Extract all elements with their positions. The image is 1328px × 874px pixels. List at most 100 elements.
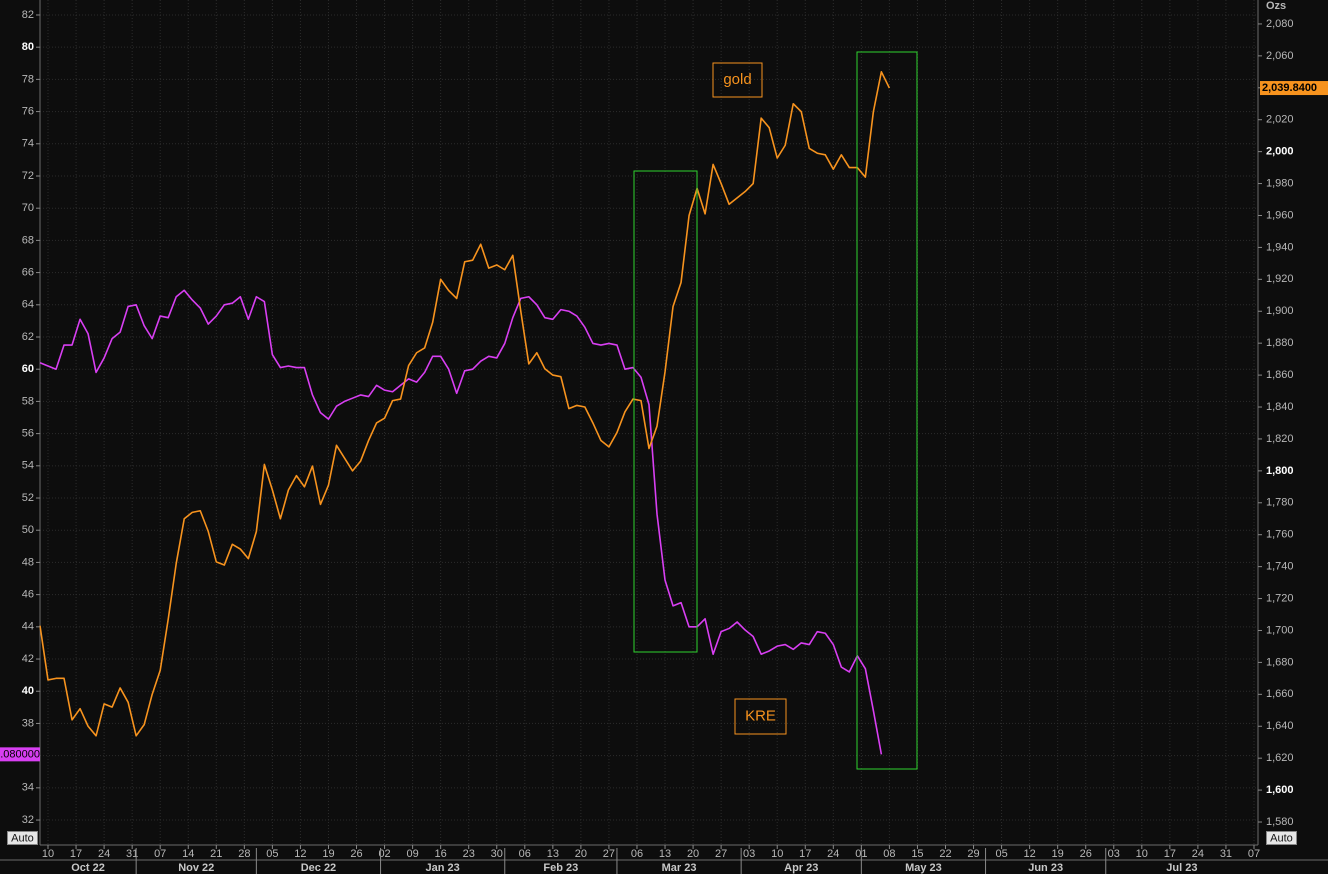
x-tick-label: 26 bbox=[1080, 848, 1092, 860]
x-tick-label: 31 bbox=[1220, 848, 1232, 860]
series-label: KRE bbox=[745, 707, 776, 724]
y-tick-label: 54 bbox=[22, 460, 34, 472]
series-label-box bbox=[712, 62, 763, 98]
scale-button[interactable] bbox=[1266, 831, 1297, 845]
x-tick-label: 05 bbox=[995, 848, 1007, 860]
month-label: Oct 22 bbox=[71, 862, 105, 874]
month-label: May 23 bbox=[905, 862, 942, 874]
month-label: Apr 23 bbox=[784, 862, 818, 874]
series-line bbox=[39, 71, 891, 737]
x-tick-label: 13 bbox=[659, 848, 671, 860]
y2-tick-label: 1,860 bbox=[1266, 369, 1294, 381]
y2-tick-label: 1,820 bbox=[1266, 433, 1294, 445]
x-tick-label: 14 bbox=[182, 848, 194, 860]
x-tick-label: 21 bbox=[210, 848, 222, 860]
y2-tick-label: 1,580 bbox=[1266, 816, 1294, 828]
x-tick-label: 31 bbox=[126, 848, 138, 860]
y2-tick-label: 1,700 bbox=[1266, 624, 1294, 636]
x-tick-label: 17 bbox=[70, 848, 82, 860]
y-tick-label: 58 bbox=[22, 395, 34, 407]
y-tick-label: 76 bbox=[22, 105, 34, 117]
x-tick-label: 05 bbox=[266, 848, 278, 860]
x-tick-label: 13 bbox=[547, 848, 559, 860]
y-tick-label: 78 bbox=[22, 73, 34, 85]
x-tick-label: 06 bbox=[631, 848, 643, 860]
y-tick-label: 74 bbox=[22, 138, 34, 150]
highlight-box bbox=[856, 51, 918, 770]
month-label: Jul 23 bbox=[1166, 862, 1197, 874]
y-tick-label: 42 bbox=[22, 653, 34, 665]
month-label: Dec 22 bbox=[301, 862, 336, 874]
y2-tick-label: 1,960 bbox=[1266, 209, 1294, 221]
y-tick-label: 70 bbox=[22, 202, 34, 214]
y2-tick-label: 1,600 bbox=[1266, 784, 1294, 796]
y2-tick-label: 1,740 bbox=[1266, 561, 1294, 573]
y-tick-label: 66 bbox=[22, 267, 34, 279]
grid-layer bbox=[40, 0, 1258, 845]
y-tick-label: 62 bbox=[22, 331, 34, 343]
scale-button-label[interactable]: Auto bbox=[11, 832, 34, 844]
x-tick-label: 20 bbox=[575, 848, 587, 860]
y2-axis-label: Ozs bbox=[1266, 0, 1286, 12]
y-tick-label: 46 bbox=[22, 589, 34, 601]
y2-tick-label: 2,080 bbox=[1266, 18, 1294, 30]
x-tick-label: 28 bbox=[238, 848, 250, 860]
last-value-label: 2,039.8400 bbox=[1262, 82, 1317, 94]
last-value-tag bbox=[1260, 81, 1328, 96]
y2-tick-label: 1,920 bbox=[1266, 273, 1294, 285]
x-tick-label: 20 bbox=[687, 848, 699, 860]
y-tick-label: 60 bbox=[22, 363, 34, 375]
y-tick-label: 72 bbox=[22, 170, 34, 182]
x-tick-label: 10 bbox=[1136, 848, 1148, 860]
y-tick-label: 64 bbox=[22, 299, 34, 311]
last-value-label: 36.080000 bbox=[0, 748, 40, 760]
y2-tick-label: 1,980 bbox=[1266, 177, 1294, 189]
series-label-box bbox=[734, 698, 787, 735]
y-tick-label: 82 bbox=[22, 9, 34, 21]
y-tick-label: 52 bbox=[22, 492, 34, 504]
scale-button-label[interactable]: Auto bbox=[1270, 832, 1293, 844]
x-tick-label: 15 bbox=[911, 848, 923, 860]
x-tick-label: 30 bbox=[491, 848, 503, 860]
y-tick-label: 80 bbox=[22, 41, 34, 53]
y2-tick-label: 1,780 bbox=[1266, 497, 1294, 509]
y-tick-label: 32 bbox=[22, 814, 34, 826]
x-tick-label: 07 bbox=[154, 848, 166, 860]
y2-tick-label: 1,900 bbox=[1266, 305, 1294, 317]
highlight-box bbox=[633, 170, 698, 653]
x-tick-label: 19 bbox=[1052, 848, 1064, 860]
x-tick-label: 17 bbox=[1164, 848, 1176, 860]
x-tick-label: 12 bbox=[1024, 848, 1036, 860]
series-line bbox=[39, 289, 883, 755]
y2-tick-label: 1,660 bbox=[1266, 688, 1294, 700]
x-tick-label: 23 bbox=[463, 848, 475, 860]
y-tick-label: 44 bbox=[22, 621, 34, 633]
x-tick-label: 12 bbox=[294, 848, 306, 860]
scale-button[interactable] bbox=[7, 831, 38, 845]
month-label: Feb 23 bbox=[543, 862, 578, 874]
month-label: Nov 22 bbox=[178, 862, 214, 874]
y2-tick-label: 1,880 bbox=[1266, 337, 1294, 349]
x-tick-label: 27 bbox=[603, 848, 615, 860]
x-tick-label: 24 bbox=[827, 848, 839, 860]
x-tick-label: 27 bbox=[715, 848, 727, 860]
x-tick-label: 24 bbox=[98, 848, 110, 860]
series-layer bbox=[39, 71, 891, 755]
y-tick-label: 50 bbox=[22, 524, 34, 536]
y2-tick-label: 1,840 bbox=[1266, 401, 1294, 413]
y-tick-label: 34 bbox=[22, 782, 34, 794]
x-tick-label: 10 bbox=[771, 848, 783, 860]
y-tick-label: 56 bbox=[22, 428, 34, 440]
x-tick-label: 17 bbox=[799, 848, 811, 860]
y2-tick-label: 1,620 bbox=[1266, 752, 1294, 764]
x-tick-label: 29 bbox=[967, 848, 979, 860]
x-tick-label: 26 bbox=[350, 848, 362, 860]
x-tick-label: 03 bbox=[743, 848, 755, 860]
y2-tick-label: 1,680 bbox=[1266, 656, 1294, 668]
y2-tick-label: 2,060 bbox=[1266, 50, 1294, 62]
x-tick-label: 08 bbox=[883, 848, 895, 860]
month-label: Mar 23 bbox=[662, 862, 697, 874]
x-tick-label: 07 bbox=[1248, 848, 1260, 860]
